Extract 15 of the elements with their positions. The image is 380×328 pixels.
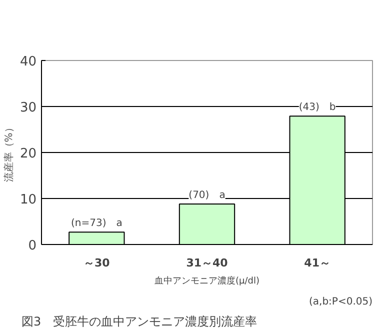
x-tick-label: 31～40 — [186, 256, 228, 270]
x-tick-label: 41～ — [304, 256, 330, 270]
y-tick-label: 10 — [20, 192, 37, 208]
y-tick-label: 20 — [20, 146, 37, 162]
y-tick-label: 40 — [20, 54, 37, 70]
text: (a,b:P<0.05) — [309, 296, 373, 308]
annotation: (70) a — [188, 190, 226, 202]
x-tick-label: ～30 — [84, 256, 110, 270]
y-axis-title: 流産率（%） — [2, 122, 15, 182]
annotation: (n=73) a — [70, 218, 122, 230]
annotation: (43) b — [298, 102, 336, 114]
text: 図3 受胚牛の血中アンモニア濃度別流産率 — [22, 314, 258, 328]
y-tick-label: 0 — [28, 238, 37, 254]
x-axis-title: 血中アンモニア濃度(μ/dl) — [154, 276, 260, 286]
y-tick-label: 30 — [20, 100, 37, 116]
